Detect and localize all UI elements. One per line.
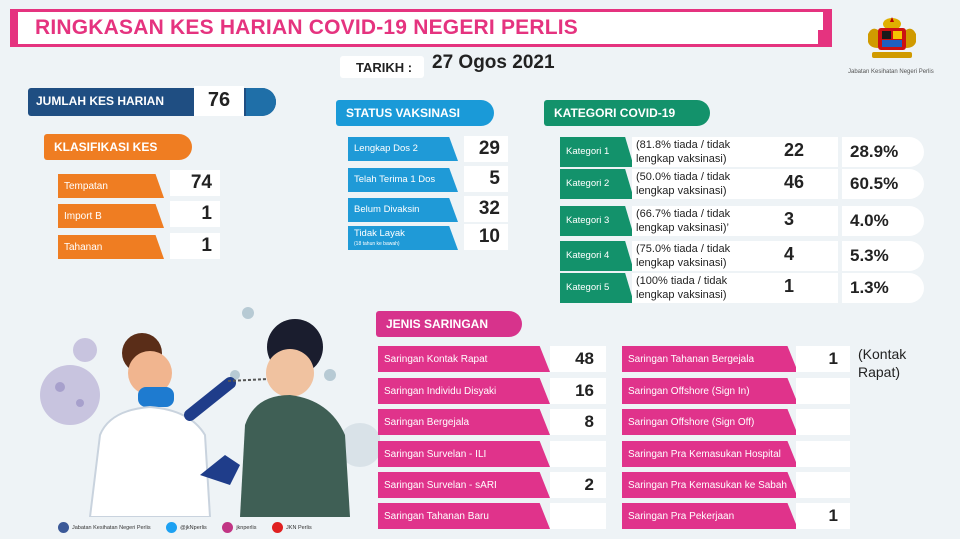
kontak-rapat-note: (Kontak Rapat): [858, 345, 906, 381]
kategori-row-percent: 1.3%: [842, 273, 924, 303]
saringan-left-label: Saringan Tahanan Baru: [378, 503, 550, 529]
instagram-icon[interactable]: [222, 522, 234, 533]
saringan-right-label: Saringan Offshore (Sign Off): [622, 409, 798, 435]
twitter-icon[interactable]: [166, 522, 178, 533]
date-value: 27 Ogos 2021: [432, 52, 555, 73]
status-vaksinasi-label: STATUS VAKSINASI: [346, 106, 461, 120]
kategori-row-note: (81.8% tiada / tidak lengkap vaksinasi): [636, 139, 731, 165]
status-vaksinasi-header: STATUS VAKSINASI: [336, 100, 494, 126]
kategori-row-label: Kategori 5: [560, 273, 634, 303]
saringan-right-value: [796, 409, 850, 435]
kategori-row-note: (66.7% tiada / tidak lengkap vaksinasi)’: [636, 208, 731, 234]
vaksinasi-row-title: Tidak Layak: [354, 228, 405, 239]
kategori-row-note: (75.0% tiada / tidak lengkap vaksinasi): [636, 243, 731, 269]
kategori-row-count: 1: [784, 276, 795, 296]
kategori-label: KATEGORI COVID-19: [554, 106, 676, 120]
vaksinasi-row-label: Belum Divaksin: [348, 198, 458, 222]
social-footer: Jabatan Kesihatan Negeri Perlis @jkNperl…: [58, 522, 312, 533]
instagram-handle[interactable]: jknperlis: [236, 524, 257, 531]
saringan-right-label: Saringan Tahanan Bergejala: [622, 346, 798, 372]
klasifikasi-row-value: 74: [170, 170, 220, 196]
title-banner-inner: [18, 12, 823, 44]
kategori-row-percent: 5.3%: [842, 241, 924, 271]
kategori-row-percent: 60.5%: [842, 169, 924, 199]
saringan-right-label: Saringan Pra Kemasukan ke Sabah: [622, 472, 798, 498]
jenis-saringan-label: JENIS SARINGAN: [386, 317, 489, 331]
saringan-left-label: Saringan Survelan - sARI: [378, 472, 550, 498]
vaksinasi-row-value: 29: [464, 136, 508, 162]
kategori-row-percent: 28.9%: [842, 137, 924, 167]
saringan-left-value: [550, 441, 606, 467]
kategori-row-label: Kategori 1: [560, 137, 634, 167]
kategori-row-label: Kategori 2: [560, 169, 634, 199]
klasifikasi-row-value: 1: [170, 201, 220, 227]
kategori-row-label: Kategori 4: [560, 241, 634, 271]
jumlah-kes-tab: [246, 88, 276, 116]
vaksinasi-row-label: Tidak Layak (18 tahun ke bawah): [348, 226, 458, 250]
kategori-header: KATEGORI COVID-19: [544, 100, 710, 126]
vaksinasi-row-label: Lengkap Dos 2: [348, 137, 458, 161]
page-title: RINGKASAN KES HARIAN COVID-19 NEGERI PER…: [35, 16, 579, 39]
kontak-rapat-note-line: Rapat): [858, 364, 901, 380]
agency-caption: Jabatan Kesihatan Negeri Perlis: [848, 69, 934, 75]
klasifikasi-row-label: Tahanan: [58, 235, 164, 259]
kategori-row-label: Kategori 3: [560, 206, 634, 236]
saringan-right-value: [796, 472, 850, 498]
crest-icon: [868, 17, 916, 58]
saringan-right-value: 1: [796, 346, 850, 372]
saringan-right-label: Saringan Offshore (Sign In): [622, 378, 798, 404]
saringan-left-label: Saringan Kontak Rapat: [378, 346, 550, 372]
saringan-right-value: [796, 441, 850, 467]
facebook-icon[interactable]: [58, 522, 69, 533]
kategori-row-percent: 4.0%: [842, 206, 924, 236]
title-banner-tail: [818, 30, 832, 44]
klasifikasi-row-label: Tempatan: [58, 174, 164, 198]
saringan-right-value: 1: [796, 503, 850, 529]
facebook-handle[interactable]: Jabatan Kesihatan Negeri Perlis: [72, 524, 151, 531]
kontak-rapat-note-line: (Kontak: [858, 346, 907, 362]
saringan-left-value: 8: [550, 409, 606, 435]
saringan-left-value: [550, 503, 606, 529]
vaksinasi-row-label: Telah Terima 1 Dos: [348, 168, 458, 192]
saringan-left-value: 16: [550, 378, 606, 404]
klasifikasi-kes-header: KLASIFIKASI KES: [44, 134, 192, 160]
jumlah-kes-label: JUMLAH KES HARIAN: [36, 94, 165, 108]
klasifikasi-kes-label: KLASIFIKASI KES: [54, 140, 158, 154]
kategori-row: (75.0% tiada / tidak lengkap vaksinasi) 4: [632, 241, 838, 271]
kategori-row: (100% tiada / tidak lengkap vaksinasi) 1: [632, 273, 838, 303]
kategori-row: (66.7% tiada / tidak lengkap vaksinasi)’…: [632, 206, 838, 236]
saringan-left-value: 2: [550, 472, 606, 498]
vaksinasi-row-subtitle: (18 tahun ke bawah): [354, 241, 400, 247]
kategori-row-note: (100% tiada / tidak lengkap vaksinasi): [636, 275, 728, 301]
date-label: TARIKH :: [340, 56, 424, 78]
youtube-icon[interactable]: [272, 522, 284, 533]
youtube-handle[interactable]: JKN Perlis: [286, 524, 312, 531]
twitter-handle[interactable]: @jkNperlis: [180, 524, 207, 531]
klasifikasi-row-label: Import B: [58, 204, 164, 228]
jumlah-kes-value: 76: [194, 86, 244, 116]
kategori-row-count: 22: [784, 140, 805, 160]
swab-test-illustration: [40, 307, 380, 517]
kategori-row-count: 4: [784, 244, 795, 264]
vaksinasi-row-value: 32: [464, 196, 508, 222]
vaksinasi-row-value: 5: [464, 166, 508, 192]
kategori-row-note: (50.0% tiada / tidak lengkap vaksinasi): [636, 171, 731, 197]
saringan-right-value: [796, 378, 850, 404]
saringan-left-label: Saringan Bergejala: [378, 409, 550, 435]
kategori-row: (50.0% tiada / tidak lengkap vaksinasi) 4…: [632, 169, 838, 199]
kategori-row: (81.8% tiada / tidak lengkap vaksinasi) 2…: [632, 137, 838, 167]
saringan-left-label: Saringan Survelan - ILI: [378, 441, 550, 467]
kategori-row-count: 46: [784, 172, 805, 192]
saringan-left-value: 48: [550, 346, 606, 372]
kategori-row-count: 3: [784, 209, 795, 229]
saringan-left-label: Saringan Individu Disyaki: [378, 378, 550, 404]
saringan-right-label: Saringan Pra Pekerjaan: [622, 503, 798, 529]
jenis-saringan-header: JENIS SARINGAN: [376, 311, 522, 337]
vaksinasi-row-value: 10: [464, 224, 508, 250]
klasifikasi-row-value: 1: [170, 233, 220, 259]
saringan-right-label: Saringan Pra Kemasukan Hospital: [622, 441, 798, 467]
